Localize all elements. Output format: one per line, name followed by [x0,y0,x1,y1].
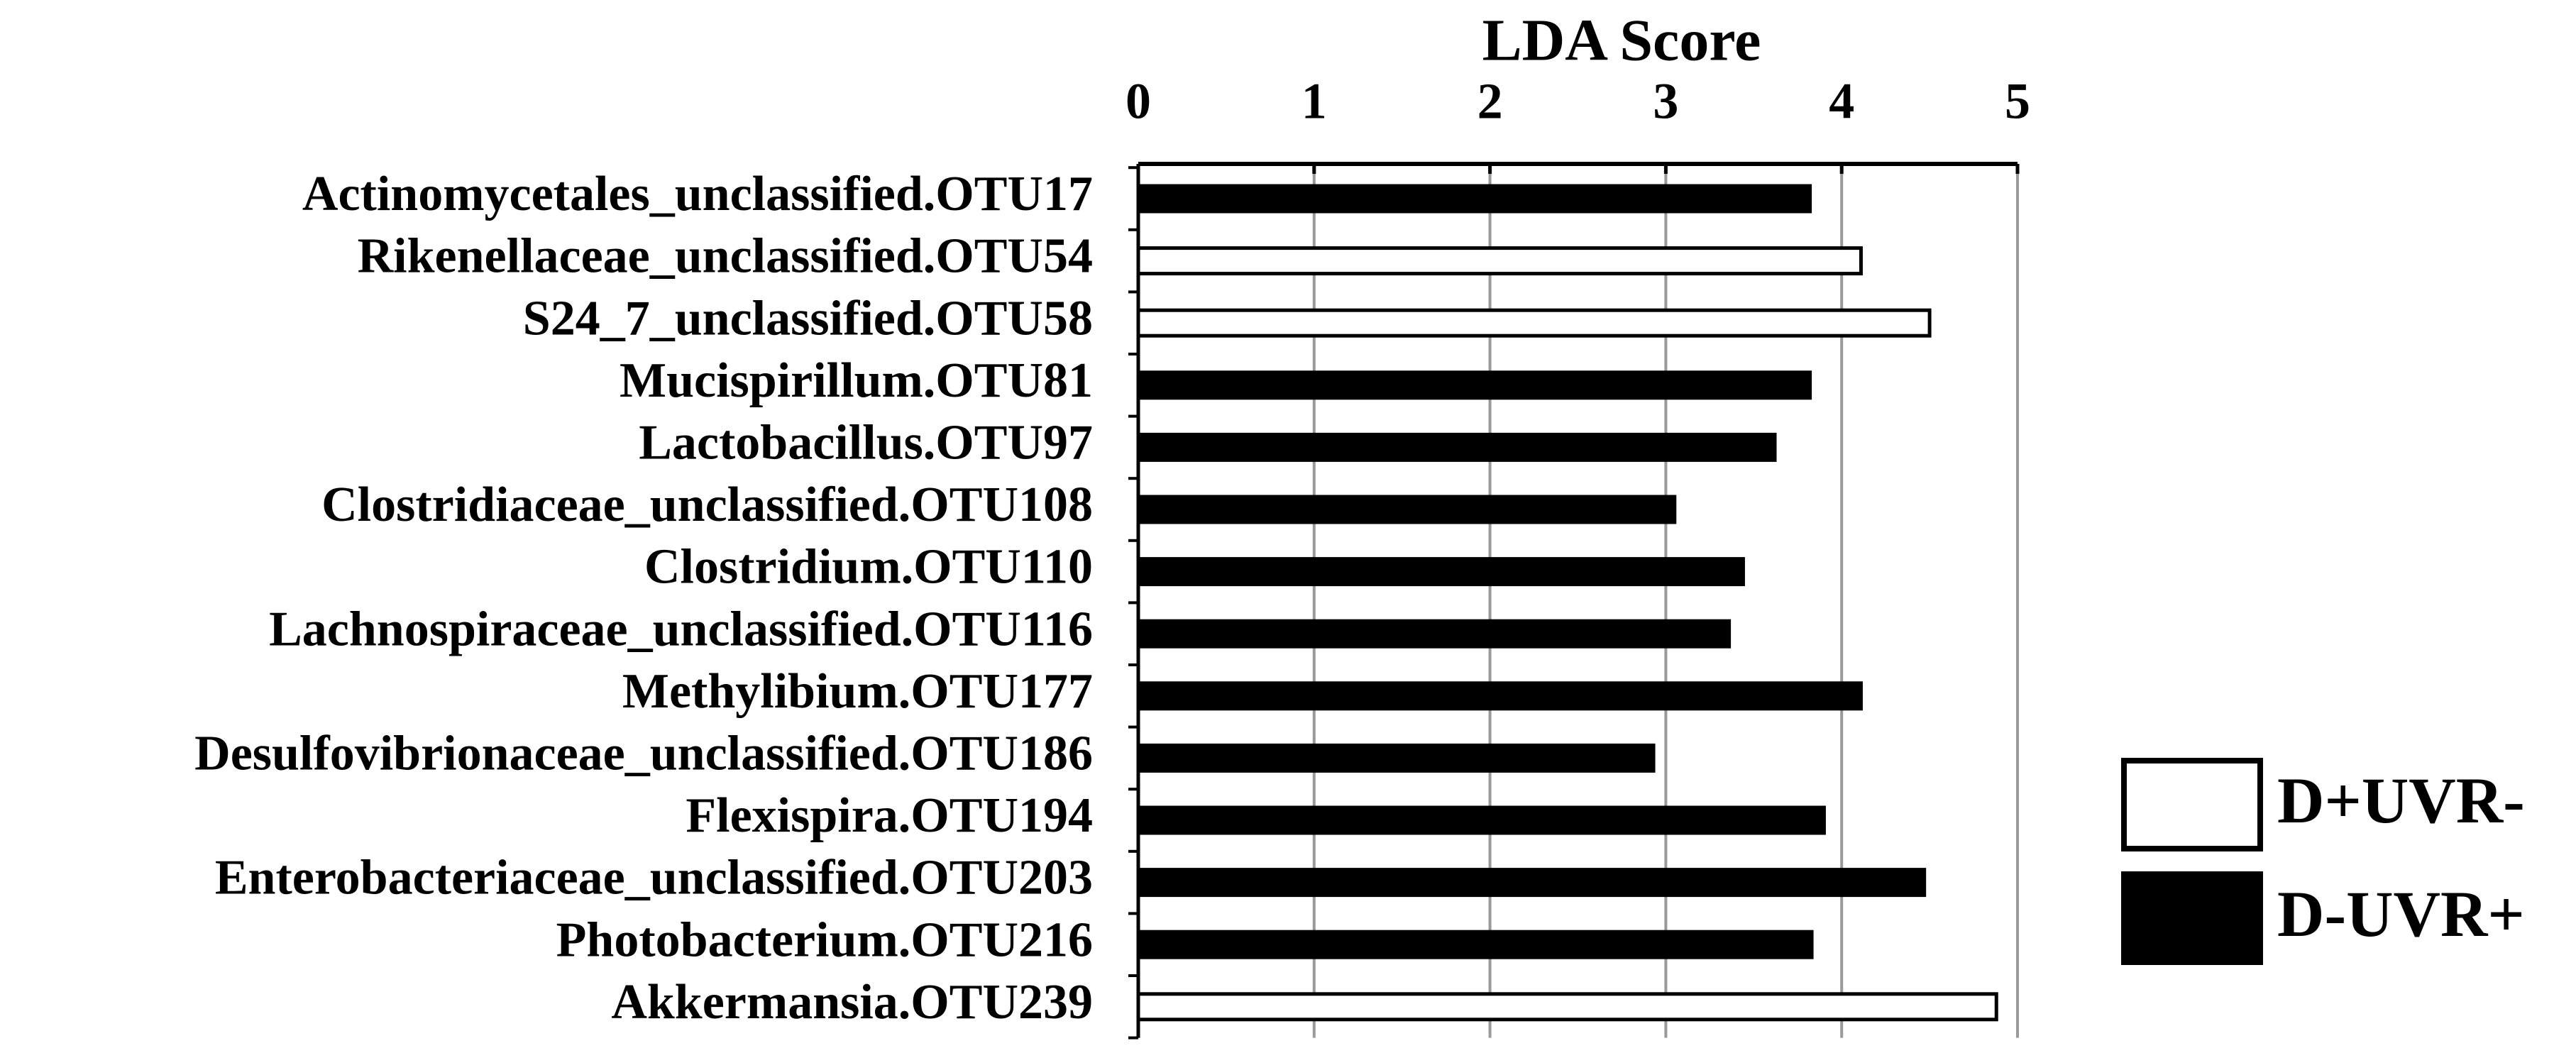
y-tick-label: Actinomycetales_unclassified.OTU17 [302,167,1093,221]
bar [1136,992,1998,1022]
y-tick-label: Lactobacillus.OTU97 [639,415,1093,470]
y-tick-label: Akkermansia.OTU239 [611,975,1093,1030]
y-tick-label: Clostridiaceae_unclassified.OTU108 [321,478,1093,532]
y-tick-label: Mucispirillum.OTU81 [620,353,1093,408]
bar [1136,246,1863,276]
x-tick-label: 2 [1477,73,1503,130]
bar [1136,557,1745,587]
y-tick-label: S24_7_unclassified.OTU58 [523,291,1093,346]
bar [1136,805,1826,835]
y-tick-label: Lachnospiraceae_unclassified.OTU116 [269,602,1093,656]
bar [1136,743,1656,773]
legend-swatch [2121,871,2263,965]
y-tick-label: Clostridium.OTU110 [644,540,1093,595]
bar [1136,868,1927,898]
legend-label: D-UVR+ [2277,878,2525,950]
legend-label: D+UVR- [2277,764,2525,837]
y-tick-label: Enterobacteriaceae_unclassified.OTU203 [215,851,1093,905]
bar [1136,619,1732,649]
x-tick-label: 4 [1829,73,1854,130]
y-tick-label: Flexispira.OTU194 [686,788,1093,843]
bar [1136,495,1677,524]
y-tick-label: Desulfovibrionaceae_unclassified.OTU186 [194,726,1093,781]
bar [1136,930,1814,959]
bar [1136,681,1863,711]
bar [1136,184,1812,214]
chart-title: LDA Score [1482,7,1761,73]
x-tick-label: 3 [1653,73,1678,130]
legend-swatch [2121,758,2263,851]
bar [1136,308,1932,338]
bar [1136,370,1812,400]
x-tick-label: 0 [1125,73,1151,130]
y-tick-label: Photobacterium.OTU216 [556,913,1093,967]
y-tick-label: Methylibium.OTU177 [622,664,1093,719]
y-tick-label: Rikenellaceae_unclassified.OTU54 [358,229,1093,284]
bar [1136,432,1777,462]
x-tick-label: 1 [1301,73,1327,130]
x-tick-label: 5 [2005,73,2030,130]
